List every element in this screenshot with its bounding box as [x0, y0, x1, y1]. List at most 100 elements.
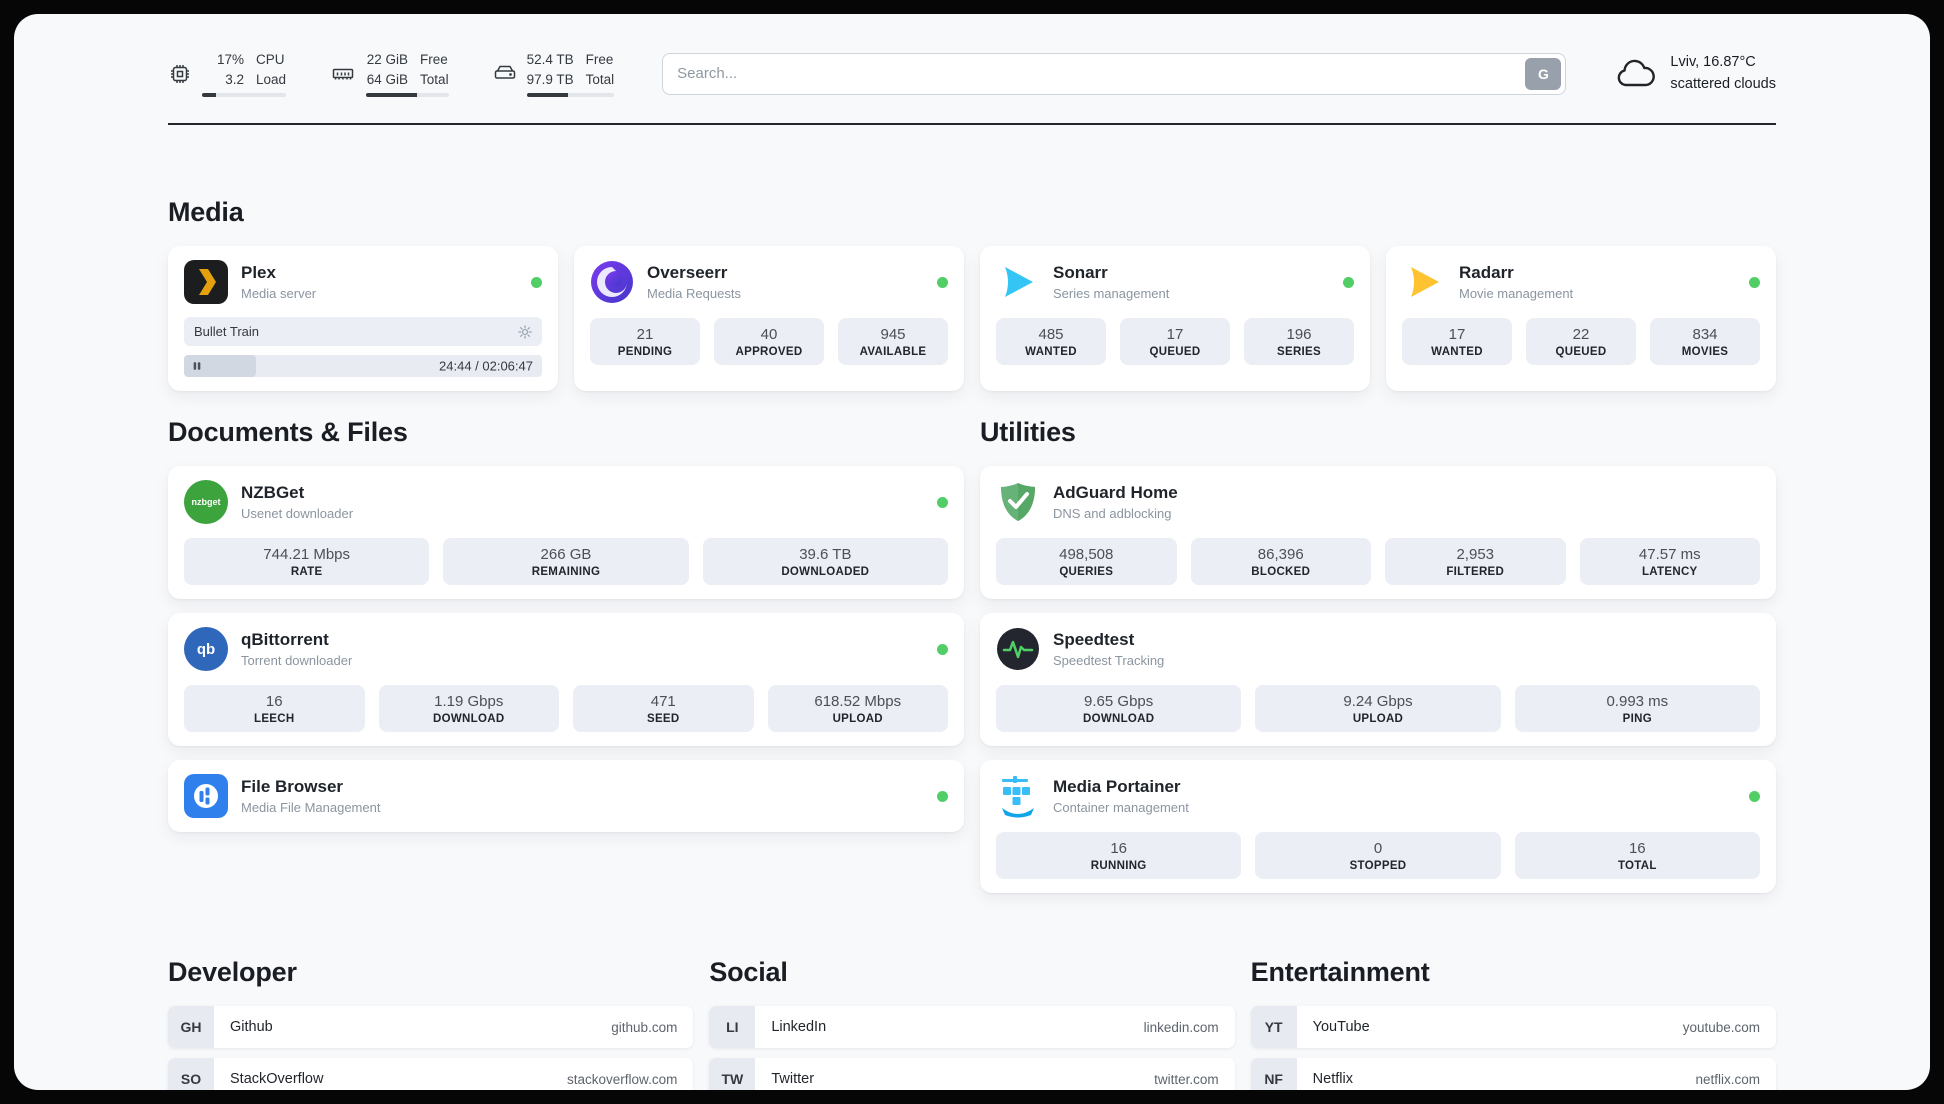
app-name: Speedtest	[1053, 630, 1135, 650]
stat-wanted: 17 WANTED	[1402, 318, 1512, 366]
app-card-sonarr[interactable]: Sonarr Series management 485 WANTED 17 Q…	[980, 246, 1370, 392]
app-subtitle: Torrent downloader	[241, 653, 353, 669]
app-subtitle: DNS and adblocking	[1053, 506, 1172, 522]
bookmark-badge: TW	[709, 1058, 756, 1090]
cpu-load-label: Load	[256, 71, 287, 87]
stat-movies: 834 MOVIES	[1650, 318, 1760, 366]
bookmark-group-entertainment: Entertainment YT YouTube youtube.com NF …	[1250, 957, 1776, 1090]
search-engine-button[interactable]: G	[1525, 57, 1562, 90]
header-divider	[168, 123, 1776, 126]
radarr-icon	[1402, 260, 1446, 304]
app-card-nzbget[interactable]: nzbget NZBGet Usenet downloader 744.21 M…	[168, 466, 964, 600]
app-name: NZBGet	[241, 483, 305, 503]
section-documents: Documents & Files nzbget NZBGet Usenet d…	[168, 417, 964, 893]
bookmark-name: Twitter	[771, 1071, 815, 1088]
bookmark-stackoverflow[interactable]: SO StackOverflow stackoverflow.com	[168, 1058, 694, 1090]
weather-widget[interactable]: Lviv, 16.87°C scattered clouds	[1614, 52, 1776, 96]
cpu-load-value: 3.2	[225, 71, 244, 87]
app-card-adguard[interactable]: AdGuard Home DNS and adblocking 498,508 …	[980, 466, 1776, 600]
adguard-icon	[996, 480, 1040, 524]
ram-progress-bar	[366, 93, 449, 98]
app-card-qbittorrent[interactable]: qb qBittorrent Torrent downloader 16 LEE…	[168, 613, 964, 747]
bookmark-url: linkedin.com	[1143, 1019, 1219, 1035]
cpu-label: CPU	[256, 52, 285, 67]
app-card-filebrowser[interactable]: File Browser Media File Management	[168, 760, 964, 833]
stat-stopped: 0 STOPPED	[1255, 832, 1501, 880]
playback-progress-fill	[184, 355, 256, 378]
now-playing-title: Bullet Train	[194, 324, 260, 340]
search-box: G	[662, 52, 1567, 95]
status-online-dot	[1343, 276, 1354, 288]
cpu-stat-block: 17% 3.2 CPU Load	[202, 50, 287, 98]
disk-stat-block: 52.4 TB 97.9 TB Free Total	[526, 50, 615, 98]
stat-seed: 471 SEED	[573, 685, 754, 733]
bookmark-twitter[interactable]: TW Twitter twitter.com	[709, 1058, 1235, 1090]
overseerr-icon	[590, 260, 634, 304]
stat-download: 9.65 Gbps DOWNLOAD	[996, 685, 1242, 733]
app-subtitle: Usenet downloader	[241, 506, 354, 522]
app-card-radarr[interactable]: Radarr Movie management 17 WANTED 22 QUE…	[1386, 246, 1776, 392]
stat-queued: 17 QUEUED	[1120, 318, 1230, 366]
bookmark-badge: YT	[1250, 1006, 1297, 1049]
app-card-plex[interactable]: Plex Media server Bullet Train	[168, 246, 558, 392]
stat-remaining: 266 GB REMAINING	[443, 538, 689, 586]
stat-latency: 47.57 ms LATENCY	[1579, 538, 1760, 586]
stat-wanted: 485 WANTED	[996, 318, 1106, 366]
bookmark-name: Github	[230, 1019, 273, 1036]
bookmark-netflix[interactable]: NF Netflix netflix.com	[1250, 1058, 1776, 1090]
stat-running: 16 RUNNING	[996, 832, 1242, 880]
bookmark-url: github.com	[611, 1019, 678, 1035]
dashboard-panel: 17% 3.2 CPU Load	[14, 14, 1930, 1090]
filebrowser-icon	[184, 774, 228, 819]
cpu-chip-icon	[168, 62, 192, 86]
disk-free-label: Free	[585, 52, 614, 67]
app-card-portainer[interactable]: Media Portainer Container management 16 …	[980, 760, 1776, 894]
stat-filtered: 2,953 FILTERED	[1385, 538, 1566, 586]
app-card-overseerr[interactable]: Overseerr Media Requests 21 PENDING 40 A…	[574, 246, 964, 392]
section-utilities: Utilities AdGuard Home D	[980, 417, 1776, 894]
stat-ping: 0.993 ms PING	[1514, 685, 1760, 733]
status-online-dot	[937, 496, 948, 508]
bookmark-github[interactable]: GH Github github.com	[168, 1006, 694, 1049]
ram-icon	[330, 62, 356, 86]
status-online-dot	[937, 276, 948, 288]
bookmark-badge: GH	[168, 1006, 214, 1049]
portainer-icon	[996, 774, 1040, 818]
utilities-section-title: Utilities	[980, 417, 1076, 448]
gear-icon[interactable]	[518, 324, 532, 339]
stat-queries: 498,508 QUERIES	[996, 538, 1177, 586]
bookmark-url: stackoverflow.com	[567, 1071, 678, 1087]
status-online-dot	[1749, 276, 1760, 288]
ram-free-label: Free	[420, 52, 448, 67]
app-card-speedtest[interactable]: Speedtest Speedtest Tracking 9.65 Gbps D…	[980, 613, 1776, 747]
topbar: 17% 3.2 CPU Load	[168, 50, 1776, 98]
pause-icon[interactable]	[192, 361, 202, 371]
disk-free-value: 52.4 TB	[526, 52, 574, 67]
stat-approved: 40 APPROVED	[714, 318, 824, 366]
stat-total: 16 TOTAL	[1514, 832, 1760, 880]
stat-leech: 16 LEECH	[184, 685, 365, 733]
stat-queued: 22 QUEUED	[1526, 318, 1636, 366]
stat-series: 196 SERIES	[1244, 318, 1354, 366]
cloud-icon	[1614, 58, 1658, 90]
search-input[interactable]	[662, 52, 1567, 95]
bookmark-group-social: Social LI LinkedIn linkedin.com TW Twitt…	[709, 957, 1235, 1090]
app-name: AdGuard Home	[1053, 483, 1178, 503]
bookmark-name: YouTube	[1312, 1019, 1370, 1036]
status-online-dot	[531, 276, 542, 288]
bookmark-linkedin[interactable]: LI LinkedIn linkedin.com	[709, 1006, 1235, 1049]
app-subtitle: Media server	[241, 286, 317, 302]
cpu-usage-value: 17%	[216, 52, 244, 67]
bookmark-badge: LI	[709, 1006, 756, 1049]
app-subtitle: Media Requests	[647, 286, 741, 302]
weather-condition: scattered clouds	[1670, 75, 1776, 92]
app-name: File Browser	[241, 777, 344, 797]
plex-seek-bar[interactable]: 24:44 / 02:06:47	[184, 355, 542, 378]
bookmark-group-title: Social	[709, 957, 788, 988]
bookmark-name: LinkedIn	[771, 1019, 827, 1036]
middle-columns: Documents & Files nzbget NZBGet Usenet d…	[168, 417, 1776, 894]
ram-total-value: 64 GiB	[366, 71, 409, 87]
bookmark-youtube[interactable]: YT YouTube youtube.com	[1250, 1006, 1776, 1049]
status-online-dot	[937, 790, 948, 802]
app-name: Plex	[241, 263, 276, 283]
